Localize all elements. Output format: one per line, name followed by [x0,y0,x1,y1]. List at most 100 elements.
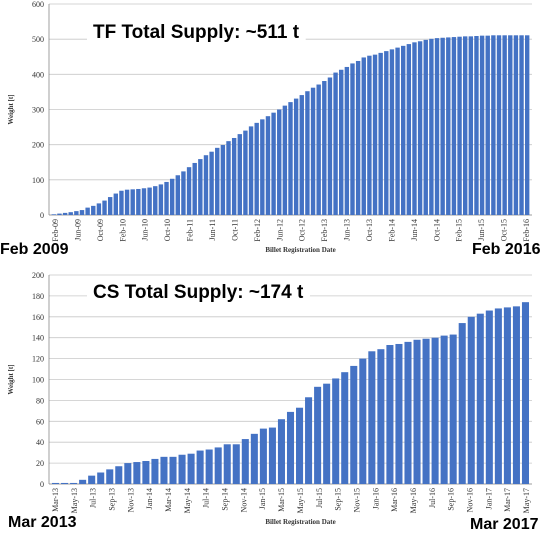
cs-bar [404,341,412,484]
tf-x-tick-label: Oct-11 [230,219,239,241]
tf-x-tick-label: Jun-11 [208,219,217,240]
cs-bar [314,386,322,484]
cs-y-axis-title: Weight [t] [7,364,15,394]
cs-x-tick-label: Mar-16 [390,488,399,512]
cs-x-tick-label: Nov-15 [352,488,361,512]
cs-bar [449,334,457,484]
tf-bar [491,35,496,215]
cs-bar [286,411,295,484]
cs-y-tick-label: 60 [36,417,44,426]
cs-bar [178,454,186,484]
cs-end-caption: Mar 2017 [470,516,539,533]
tf-bar [153,186,158,215]
tf-start-caption: Feb 2009 [0,241,69,258]
cs-bar [277,419,285,484]
tf-bar [226,141,231,215]
tf-bar [147,187,152,215]
tf-x-tick-label: Feb-16 [522,219,531,242]
tf-bar [271,112,276,215]
cs-x-tick-label: Jul-14 [202,488,211,508]
tf-bar [141,188,147,215]
cs-bar [323,383,331,484]
cs-y-tick-label: 100 [32,376,44,385]
tf-x-tick-label: Oct-15 [500,219,509,241]
cs-bar [359,358,367,484]
tf-x-tick-label: Oct-10 [163,219,172,241]
cs-bar [169,456,177,484]
cs-bar [368,351,376,484]
cs-x-tick-label: Jul-13 [89,488,98,508]
cs-x-axis-title: Billet Registration Date [265,518,335,526]
cs-bar [51,482,60,484]
tf-y-tick-label: 0 [40,211,44,220]
tf-end-caption: Feb 2016 [472,241,541,258]
cs-bar [395,343,403,484]
cs-bar [205,449,213,484]
cs-bar [187,453,195,484]
cs-bar [458,323,466,484]
cs-x-tick-label: Mar-14 [164,488,173,512]
tf-x-axis-title: Billet Registration Date [265,246,335,254]
tf-bar [305,91,310,215]
tf-x-tick-label: Jun-13 [343,219,352,241]
cs-y-tick-label: 140 [32,334,44,343]
tf-bar [248,126,254,215]
cs-x-tick-label: May-14 [183,488,192,513]
cs-x-tick-label: Jul-15 [315,488,324,508]
tf-bar [389,49,395,215]
cs-bar [232,444,240,484]
cs-bar [341,372,349,484]
cs-y-tick-label: 20 [36,459,44,468]
cs-bar [61,482,69,484]
cs-bar [160,456,168,484]
cs-bar [350,365,358,484]
tf-bar [327,77,333,215]
tf-bar [231,137,237,215]
cs-bar [494,308,502,484]
cs-y-tick-label: 120 [32,355,44,364]
tf-bar [169,178,175,215]
cs-x-tick-label: Sep-13 [108,488,117,511]
tf-bar [474,36,479,216]
tf-x-tick-label: Jun-09 [73,219,82,241]
tf-bar [130,189,135,215]
tf-bar [384,51,389,215]
cs-chart: 0 20 40 60 80 100 120 140 160 180 200 Mar-13 May-13 J… [7,271,532,526]
cs-x-tick-label: Mar-15 [277,488,286,512]
tf-bar [198,159,203,215]
cs-bar [431,337,439,484]
cs-x-tick-label: Nov-16 [465,488,474,512]
tf-bar [417,41,423,215]
tf-bar [333,72,338,215]
tf-bar [446,37,451,216]
cs-bar [413,339,421,484]
tf-bar [107,197,113,215]
tf-x-tick-label: Oct-12 [298,219,307,241]
cs-bar [79,479,87,484]
tf-bar [339,69,344,216]
cs-bar [142,461,150,484]
tf-bar [412,42,417,215]
tf-bar [136,188,141,215]
tf-y-tick-label: 400 [32,70,44,79]
cs-bar [268,427,276,484]
tf-y-axis-title: Weight [t] [7,94,15,124]
tf-bar [254,122,259,215]
tf-bar [440,37,445,216]
tf-bar [265,116,271,215]
tf-bar [372,54,378,215]
tf-x-tick-label: Feb-15 [455,219,464,242]
tf-bar [462,36,468,215]
tf-bar [277,109,282,215]
cs-bar [97,472,105,484]
cs-bar [305,397,313,484]
cs-bar [296,407,304,484]
tf-bar [434,38,440,216]
tf-x-tick-label: Jun-14 [410,219,419,241]
cs-x-tick-label: Jan-17 [484,488,493,509]
cs-y-tick-label: 80 [36,396,44,405]
cs-y-tick-label: 180 [32,292,44,301]
tf-x-tick-label: Oct-13 [365,219,374,241]
tf-bar [68,212,73,215]
